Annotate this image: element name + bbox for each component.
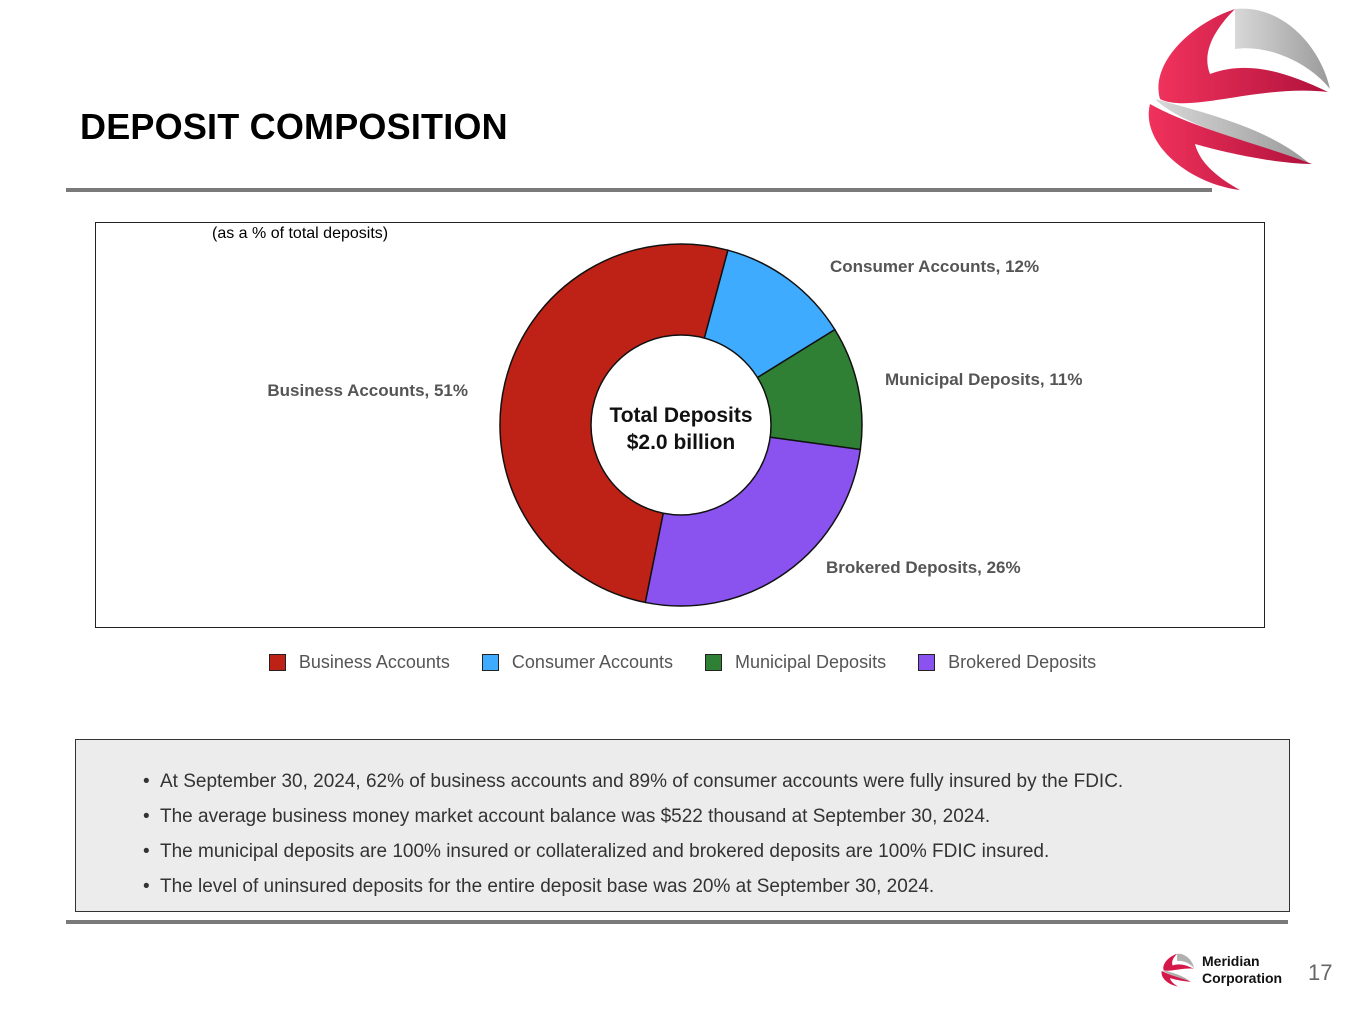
legend-swatch — [705, 654, 722, 671]
note-item: The municipal deposits are 100% insured … — [143, 834, 1289, 869]
center-label-line1: Total Deposits — [609, 404, 752, 427]
meridian-logo — [1148, 8, 1330, 190]
footer-divider — [66, 920, 1288, 924]
legend-item-business: Business Accounts — [268, 652, 450, 673]
page-title: DEPOSIT COMPOSITION — [80, 106, 508, 147]
page-number: 17 — [1308, 960, 1333, 985]
chart-legend: Business Accounts Consumer Accounts Muni… — [0, 652, 1365, 673]
chart-frame — [95, 222, 1265, 628]
chart-subtitle: (as a % of total deposits) — [212, 225, 389, 242]
legend-item-municipal: Municipal Deposits — [705, 652, 886, 673]
legend-item-brokered: Brokered Deposits — [918, 652, 1096, 673]
notes-box: At September 30, 2024, 62% of business a… — [75, 739, 1290, 912]
note-item: At September 30, 2024, 62% of business a… — [143, 764, 1289, 799]
slice-label-brokered: Brokered Deposits, 26% — [826, 558, 1021, 577]
legend-label: Consumer Accounts — [511, 652, 673, 672]
slice-label-consumer: Consumer Accounts, 12% — [830, 257, 1039, 276]
note-item: The average business money market accoun… — [143, 799, 1289, 834]
legend-label: Municipal Deposits — [735, 652, 887, 672]
note-item: The level of uninsured deposits for the … — [143, 869, 1289, 904]
legend-label: Business Accounts — [298, 652, 450, 672]
legend-label: Brokered Deposits — [948, 652, 1097, 672]
title-divider — [66, 188, 1212, 192]
donut-hole — [590, 334, 772, 516]
brand-line2: Corporation — [1202, 970, 1283, 986]
footer-brand: Meridian Corporation — [1160, 952, 1282, 988]
brand-line1: Meridian — [1202, 953, 1260, 969]
legend-swatch — [918, 654, 936, 671]
legend-swatch — [481, 654, 499, 671]
legend-item-consumer: Consumer Accounts — [481, 652, 673, 673]
slice-label-municipal: Municipal Deposits, 11% — [885, 370, 1082, 389]
meridian-small-logo-icon — [1161, 953, 1195, 987]
legend-swatch — [268, 654, 286, 671]
center-label-line2: $2.0 billion — [627, 431, 736, 454]
slice-label-business: Business Accounts, 51% — [267, 381, 468, 400]
